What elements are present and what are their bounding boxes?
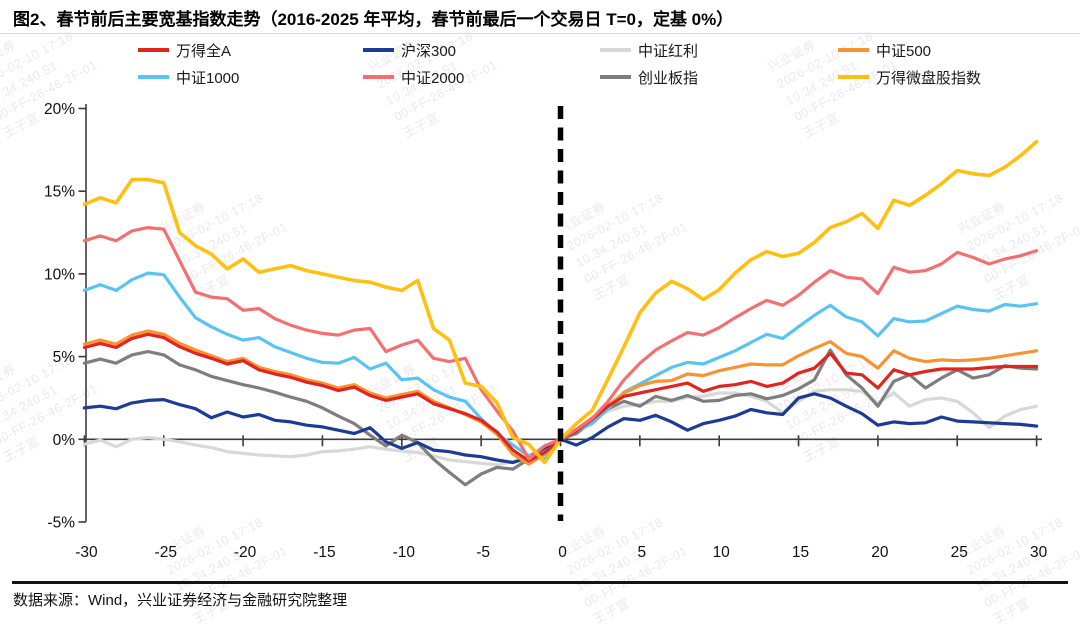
chart-legend: 万得全A 沪深300 中证红利 中证500 中证1000 中证2000 创业板指 万得微盘股指… bbox=[138, 41, 982, 87]
legend-swatch-wind-microcap bbox=[838, 75, 869, 79]
x-tick-label: -20 bbox=[234, 544, 257, 561]
legend-item-wind-all-a: 万得全A bbox=[138, 41, 232, 60]
data-source: 数据来源：Wind，兴业证券经济与金融研究院整理 bbox=[13, 592, 348, 609]
title-divider bbox=[0, 33, 1080, 34]
x-tick-label: 0 bbox=[558, 544, 567, 561]
line-chart: 20% 15% 10% 5% 0% -5%-30 -25 -20 -15 -10 -5 0 5 10 15 2… bbox=[44, 101, 1048, 561]
legend-swatch-wind-all-a bbox=[138, 48, 169, 52]
legend-item-wind-microcap: 万得微盘股指数 bbox=[838, 68, 982, 87]
legend-item-csi1000: 中证1000 bbox=[138, 68, 240, 87]
legend-label-csi-dividend: 中证红利 bbox=[638, 42, 699, 60]
y-tick-label: 15% bbox=[44, 184, 75, 201]
x-tick-label: 15 bbox=[792, 544, 809, 561]
legend-label-wind-microcap: 万得微盘股指数 bbox=[876, 69, 982, 87]
footer-divider bbox=[12, 581, 1068, 584]
legend-item-chinext: 创业板指 bbox=[600, 68, 699, 87]
legend-swatch-csi500 bbox=[838, 48, 869, 52]
legend-label-csi300: 沪深300 bbox=[401, 42, 457, 60]
legend-label-chinext: 创业板指 bbox=[638, 69, 699, 87]
legend-item-csi2000: 中证2000 bbox=[363, 68, 465, 87]
x-tick-label: 5 bbox=[638, 544, 647, 561]
legend-swatch-chinext bbox=[600, 75, 631, 79]
legend-swatch-csi300 bbox=[363, 48, 394, 52]
legend-swatch-csi-dividend bbox=[600, 48, 631, 52]
x-tick-label: 30 bbox=[1030, 544, 1048, 561]
y-tick-label: 20% bbox=[44, 101, 75, 118]
legend-label-csi1000: 中证1000 bbox=[176, 69, 240, 87]
legend-item-csi-dividend: 中证红利 bbox=[600, 41, 699, 60]
x-tick-label: -25 bbox=[155, 544, 177, 561]
legend-item-csi500: 中证500 bbox=[838, 41, 932, 60]
legend-swatch-csi2000 bbox=[363, 75, 394, 79]
legend-item-csi300: 沪深300 bbox=[363, 41, 457, 60]
x-tick-label: 20 bbox=[871, 544, 889, 561]
y-tick-label: 10% bbox=[44, 266, 75, 283]
x-tick-label: -30 bbox=[75, 544, 98, 561]
x-tick-label: -15 bbox=[313, 544, 335, 561]
y-tick-label: -5% bbox=[47, 515, 75, 532]
y-tick-label: 0% bbox=[53, 432, 76, 449]
x-tick-label: -5 bbox=[476, 544, 490, 561]
legend-label-csi500: 中证500 bbox=[876, 42, 932, 60]
x-tick-label: -10 bbox=[393, 544, 416, 561]
figure-title: 图2、春节前后主要宽基指数走势（2016-2025 年平均，春节前最后一个交易日… bbox=[13, 10, 734, 29]
legend-label-csi2000: 中证2000 bbox=[401, 69, 465, 87]
figure: 兴业证券 2026-02-10 17:18 10.34.240.51 00-FF-26… bbox=[0, 10, 1080, 627]
x-tick-label: 25 bbox=[951, 544, 968, 561]
legend-label-wind-all-a: 万得全A bbox=[176, 42, 232, 60]
legend-swatch-csi1000 bbox=[138, 75, 169, 79]
y-tick-label: 5% bbox=[53, 349, 76, 366]
x-tick-label: 10 bbox=[713, 544, 731, 561]
